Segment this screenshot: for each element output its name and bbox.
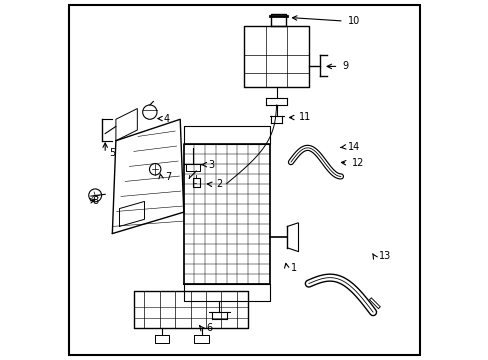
Text: 5: 5 <box>109 148 116 158</box>
Text: 13: 13 <box>378 251 390 261</box>
Text: 9: 9 <box>342 62 348 71</box>
Text: 4: 4 <box>163 113 169 123</box>
Text: 6: 6 <box>205 323 212 333</box>
Text: 3: 3 <box>208 159 214 170</box>
Text: 11: 11 <box>298 112 310 122</box>
Text: 2: 2 <box>216 179 222 189</box>
Text: 10: 10 <box>347 16 360 26</box>
Text: 1: 1 <box>290 262 296 273</box>
Text: 12: 12 <box>351 158 363 168</box>
Text: 8: 8 <box>92 197 98 206</box>
Text: 7: 7 <box>165 172 171 183</box>
Text: 14: 14 <box>347 142 360 152</box>
